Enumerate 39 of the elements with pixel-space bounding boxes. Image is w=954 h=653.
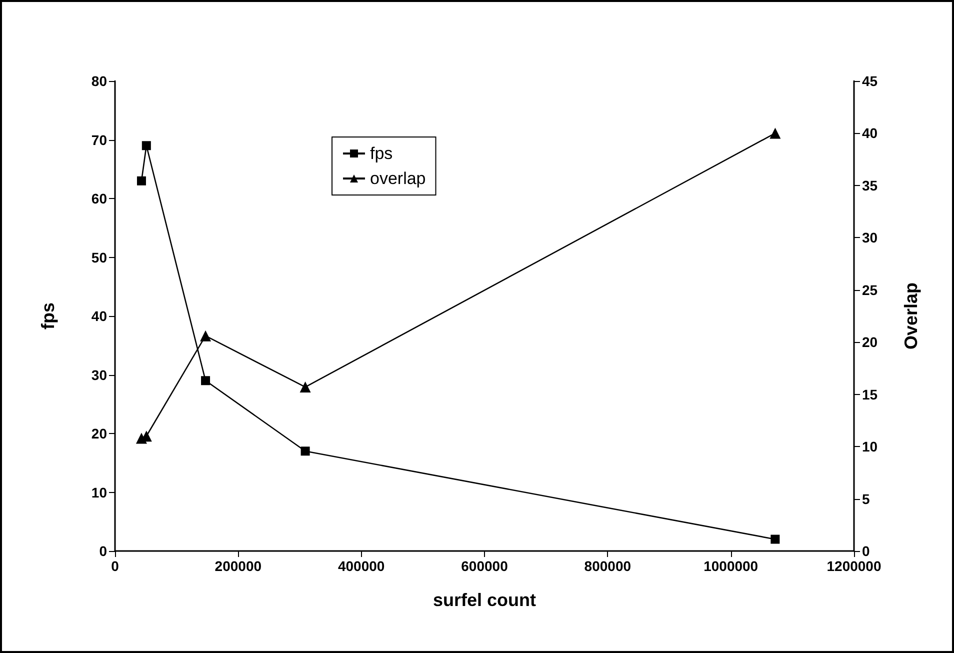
x-tick-label: 1000000 [704, 558, 758, 574]
point [770, 534, 780, 544]
point [770, 128, 781, 139]
y-tick-label: 80 [91, 73, 108, 89]
y2-tick-label: 15 [862, 386, 878, 402]
x-tick-label: 600000 [461, 558, 508, 574]
x-tick-label: 400000 [338, 558, 385, 574]
x-tick-label: 1200000 [826, 558, 882, 574]
y-tick-label: 20 [91, 426, 108, 442]
point [136, 176, 146, 186]
y2-tick-label: 0 [862, 543, 870, 559]
y2-tick-label: 40 [862, 125, 878, 142]
y2-axis-title: Overlap [901, 282, 921, 350]
y2-tick-label: 45 [862, 73, 878, 89]
point [300, 446, 310, 456]
legend-label: overlap [370, 169, 426, 188]
y-tick-label: 10 [91, 484, 108, 500]
y-tick-label: 40 [91, 308, 108, 324]
point [300, 382, 311, 393]
y-tick-label: 30 [91, 366, 108, 383]
legend-label: fps [370, 144, 393, 163]
y-tick-label: 0 [99, 543, 108, 559]
point [201, 376, 210, 386]
y2-tick-label: 30 [862, 230, 878, 246]
x-axis-title: surfel count [432, 590, 536, 610]
y-axis-title: fps [38, 302, 58, 330]
y-tick-label: 70 [91, 132, 108, 148]
y-tick-label: 50 [91, 249, 108, 266]
y2-tick-label: 25 [862, 282, 878, 298]
y2-tick-label: 35 [862, 177, 878, 194]
x-tick-label: 0 [111, 558, 120, 574]
y2-tick-label: 10 [862, 438, 878, 455]
point [142, 141, 151, 150]
y-tick-label: 60 [91, 190, 108, 206]
point [200, 330, 212, 342]
y2-tick-label: 20 [862, 334, 878, 350]
x-tick-label: 200000 [214, 558, 262, 574]
y2-tick-label: 5 [862, 490, 870, 507]
x-tick-label: 800000 [584, 558, 632, 574]
